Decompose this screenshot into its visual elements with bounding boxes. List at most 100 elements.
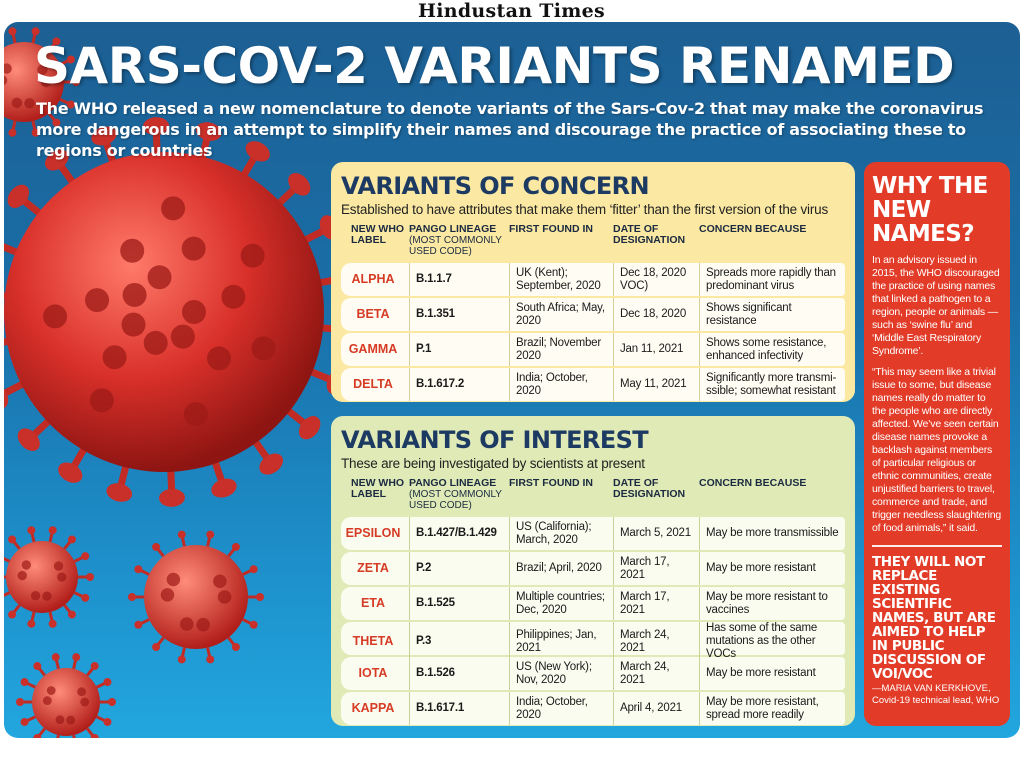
variant-date: April 4, 2021 — [613, 692, 699, 725]
variants-of-interest-panel: VARIANTS OF INTEREST These are being inv… — [331, 416, 855, 726]
header-date: DATE OF DESIGNATION — [613, 477, 686, 500]
header-lineage: PANGO LINEAGE (MOST COMMONLY USED CODE) — [409, 477, 502, 512]
virus-body-large — [4, 152, 324, 472]
virus-body-small — [144, 545, 248, 649]
variant-name: BETA — [356, 307, 390, 321]
variant-found: Multiple countries; Dec, 2020 — [509, 587, 613, 620]
variant-date: Jan 11, 2021 — [613, 333, 699, 366]
variant-lineage: B.1.351 — [409, 298, 509, 331]
variant-lineage: P.1 — [409, 333, 509, 366]
virus-pit — [121, 312, 146, 337]
variant-concern: Has some of the same mutations as the ot… — [699, 622, 845, 661]
why-title: WHY THE NEW NAMES? — [872, 173, 988, 247]
variant-date: Dec 18, 2020 — [613, 298, 699, 331]
virus-pit — [122, 282, 147, 307]
variant-name: KAPPA — [351, 701, 395, 715]
table-row: IOTA B.1.526 US (New York); Nov, 2020 Ma… — [341, 657, 845, 690]
variant-lineage: B.1.617.1 — [409, 692, 509, 725]
poster-title: SARS-COV-2 VARIANTS RENAMED — [34, 37, 955, 95]
coronavirus-illustration-icon — [4, 27, 359, 738]
variant-found: Brazil; November 2020 — [509, 333, 613, 366]
header-concern: CONCERN BECAUSE — [699, 477, 807, 489]
variant-found: US (California); March, 2020 — [509, 517, 613, 550]
virus-pit — [161, 196, 186, 221]
variant-concern: May be more resistant to vaccines — [699, 587, 845, 620]
table-row: GAMMA P.1 Brazil; November 2020 Jan 11, … — [341, 333, 845, 366]
header-label: NEW WHO LABEL — [351, 477, 405, 500]
variant-lineage: B.1.427/B.1.429 — [409, 517, 509, 550]
variant-date: March 5, 2021 — [613, 517, 699, 550]
variant-concern: Shows some resistance, enhanced infectiv… — [699, 333, 845, 366]
virus-pit — [183, 402, 208, 427]
variant-found: Brazil; April, 2020 — [509, 552, 613, 585]
interest-subtitle: These are being investigated by scientis… — [341, 456, 645, 471]
variant-name: ZETA — [357, 561, 389, 575]
variant-name: IOTA — [358, 666, 388, 680]
variant-date: May 11, 2021 — [613, 368, 699, 401]
variants-of-concern-panel: VARIANTS OF CONCERN Established to have … — [331, 162, 855, 402]
variant-concern: Spreads more rapidly than predominant vi… — [699, 263, 845, 296]
variant-date: March 17, 2021 — [613, 587, 699, 620]
table-row: EPSILON B.1.427/B.1.429 US (California);… — [341, 517, 845, 550]
why-new-names-panel: WHY THE NEW NAMES? In an advisory issued… — [864, 162, 1010, 726]
variant-found: South Africa; May, 2020 — [509, 298, 613, 331]
virus-pit — [147, 265, 172, 290]
virus-pit — [207, 346, 232, 371]
variant-found: Philippines; Jan, 2021 — [509, 622, 613, 661]
interest-rows: EPSILON B.1.427/B.1.429 US (California);… — [341, 517, 845, 725]
concern-table-header: NEW WHO LABEL PANGO LINEAGE (MOST COMMONL… — [341, 223, 845, 258]
quote-attribution: —MARIA VAN KERKHOVE, Covid-19 technical … — [872, 683, 1000, 706]
virus-pit — [170, 324, 195, 349]
interest-title: VARIANTS OF INTEREST — [341, 426, 649, 454]
virus-pit — [120, 238, 145, 263]
variant-found: India; October, 2020 — [509, 692, 613, 725]
virus-pit — [102, 345, 127, 370]
variant-concern: Shows significant resistance — [699, 298, 845, 331]
variant-found: UK (Kent); September, 2020 — [509, 263, 613, 296]
variant-name: EPSILON — [345, 526, 401, 540]
variant-concern: May be more resistant, spread more readi… — [699, 692, 845, 725]
why-paragraph-2: “This may seem like a trivial issue to s… — [872, 366, 1002, 534]
header-date: DATE OF DESIGNATION — [613, 223, 686, 246]
variant-found: US (New York); Nov, 2020 — [509, 657, 613, 690]
variant-name: ETA — [360, 596, 386, 610]
virus-pit — [240, 243, 265, 268]
virus-pit — [181, 236, 206, 261]
variant-name: GAMMA — [348, 342, 398, 356]
divider — [872, 545, 1002, 547]
infographic-poster: SARS-COV-2 VARIANTS RENAMED The WHO rele… — [4, 22, 1020, 738]
variant-date: Dec 18, 2020 VOC) — [613, 263, 699, 296]
variant-concern: May be more resistant — [699, 657, 845, 690]
variant-concern: May be more resistant — [699, 552, 845, 585]
variant-concern: May be more transmissible — [699, 517, 845, 550]
virus-pit — [85, 288, 110, 313]
variant-date: March 24, 2021 — [613, 657, 699, 690]
table-row: DELTA B.1.617.2 India; October, 2020 May… — [341, 368, 845, 401]
virus-body-small — [32, 668, 100, 736]
variant-name: DELTA — [353, 377, 393, 391]
header-found: FIRST FOUND IN — [509, 223, 593, 235]
concern-rows: ALPHA B.1.1.7 UK (Kent); September, 2020… — [341, 263, 845, 401]
virus-pit — [251, 336, 276, 361]
table-row: ETA B.1.525 Multiple countries; Dec, 202… — [341, 587, 845, 620]
variant-lineage: B.1.617.2 — [409, 368, 509, 401]
virus-body-small — [6, 541, 78, 613]
header-concern: CONCERN BECAUSE — [699, 223, 807, 235]
variant-date: March 24, 2021 — [613, 622, 699, 661]
header-lineage: PANGO LINEAGE (MOST COMMONLY USED CODE) — [409, 223, 502, 258]
variant-lineage: B.1.1.7 — [409, 263, 509, 296]
virus-pit — [143, 330, 168, 355]
variant-lineage: B.1.525 — [409, 587, 509, 620]
variant-name: THETA — [352, 634, 394, 648]
virus-pit — [182, 300, 206, 324]
variant-date: March 17, 2021 — [613, 552, 699, 585]
why-paragraph-1: In an advisory issued in 2015, the WHO d… — [872, 254, 1000, 357]
masthead: Hindustan Times — [417, 0, 606, 22]
variant-lineage: P.2 — [409, 552, 509, 585]
table-row: THETA P.3 Philippines; Jan, 2021 March 2… — [341, 622, 845, 661]
variant-concern: Significantly more transmi-ssible; somew… — [699, 368, 845, 401]
variant-lineage: P.3 — [409, 622, 509, 661]
virus-pit — [89, 388, 114, 413]
header-label: NEW WHO LABEL — [351, 223, 405, 246]
poster-subtitle: The WHO released a new nomenclature to d… — [36, 99, 984, 160]
